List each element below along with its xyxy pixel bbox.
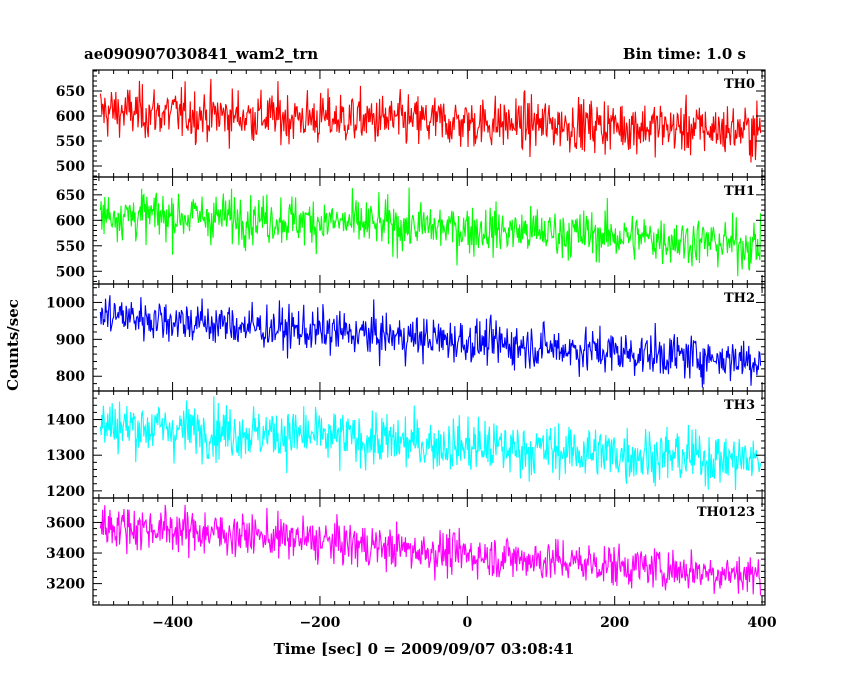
y-tick-label: 550: [56, 239, 85, 255]
y-tick-label: 800: [56, 369, 85, 385]
panel-th3: 1200 1300 1400 TH3: [46, 390, 766, 500]
x-tick-label: −400: [152, 615, 193, 631]
panel-th0123: 3200 3400 3600 TH0123: [46, 497, 766, 606]
panel-th1: 500 550 600 650 TH1: [56, 176, 766, 285]
panel-th0: 500 550 600 650 TH0: [56, 69, 766, 178]
panel-label: TH2: [724, 291, 755, 306]
panel-label: TH1: [724, 184, 755, 199]
series-line-th3: [99, 396, 762, 491]
y-tick-label: 1000: [46, 295, 85, 311]
series-line-th0123: [99, 504, 762, 596]
panel-frame: [92, 283, 766, 392]
x-tick-label: 400: [747, 615, 776, 631]
panel-frame: [92, 497, 766, 606]
y-tick-label: 3400: [46, 546, 85, 562]
panels-group: 500 550 600 650 TH0 500 550 600 650 TH1 800 900 1000…: [46, 69, 777, 631]
y-axis-label: Counts/sec: [4, 299, 22, 391]
y-tick-label: 550: [56, 134, 85, 150]
y-tick-label: 1200: [46, 484, 85, 500]
bin-time-label: Bin time: 1.0 s: [623, 45, 746, 63]
x-axis-label: Time [sec] 0 = 2009/09/07 03:08:41: [274, 640, 575, 658]
y-tick-label: 500: [56, 159, 85, 175]
x-tick-label: 200: [600, 615, 629, 631]
panel-label: TH0: [724, 77, 755, 92]
series-line-th1: [99, 187, 762, 277]
y-tick-label: 650: [56, 84, 85, 100]
x-tick-label: 0: [462, 615, 472, 631]
panel-th2: 800 900 1000 TH2: [46, 283, 766, 392]
x-tick-label: −200: [299, 615, 340, 631]
series-line-th2: [99, 295, 762, 388]
y-tick-label: 1300: [46, 448, 85, 464]
y-tick-label: 600: [56, 213, 85, 229]
y-tick-label: 600: [56, 109, 85, 125]
y-tick-label: 650: [56, 188, 85, 204]
chart-title: ae090907030841_wam2_trn: [84, 45, 318, 63]
y-tick-label: 900: [56, 332, 85, 348]
panel-label: TH0123: [697, 505, 755, 520]
y-tick-label: 3200: [46, 577, 85, 593]
y-tick-label: 3600: [46, 515, 85, 531]
series-line-th0: [99, 78, 762, 163]
panel-label: TH3: [724, 398, 755, 413]
y-tick-label: 500: [56, 264, 85, 280]
y-tick-label: 1400: [46, 413, 85, 429]
